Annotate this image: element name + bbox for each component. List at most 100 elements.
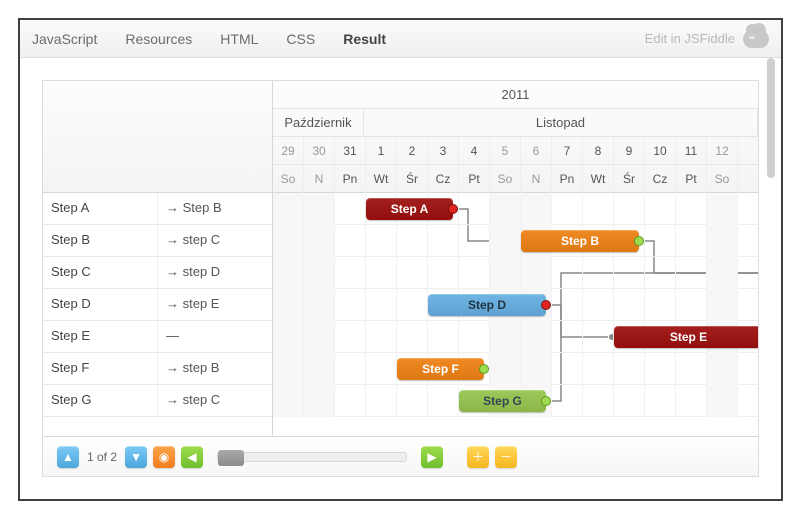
tab-html[interactable]: HTML bbox=[220, 31, 258, 47]
task-row[interactable]: Step A→ Step B bbox=[43, 193, 272, 225]
header-day: 3 bbox=[428, 137, 459, 164]
timeline-slider[interactable] bbox=[217, 452, 407, 462]
timeline-row bbox=[273, 193, 758, 225]
page-down-button[interactable]: ▼ bbox=[125, 446, 147, 468]
task-row[interactable]: Step D→ step E bbox=[43, 289, 272, 321]
task-row[interactable]: Step E— bbox=[43, 321, 272, 353]
task-name: Step B bbox=[43, 225, 158, 256]
task-next: → step E bbox=[158, 289, 272, 320]
task-next: → step D bbox=[158, 257, 272, 288]
header-day: 2 bbox=[397, 137, 428, 164]
task-row[interactable]: Step G→ step C bbox=[43, 385, 272, 417]
result-canvas: Step A→ Step BStep B→ step CStep C→ step… bbox=[42, 80, 759, 477]
gantt-chart: Step A→ Step BStep B→ step CStep C→ step… bbox=[43, 81, 758, 476]
header-day: 7 bbox=[552, 137, 583, 164]
page-up-button[interactable]: ▲ bbox=[57, 446, 79, 468]
task-next: → step C bbox=[158, 385, 272, 416]
gantt-bar[interactable]: Step G bbox=[459, 390, 546, 412]
header-dow: N bbox=[521, 165, 552, 193]
header-dow: Pn bbox=[552, 165, 583, 193]
scroll-left-button[interactable]: ◀ bbox=[181, 446, 203, 468]
header-dows: SoNPnWtŚrCzPtSoNPnWtŚrCzPtSo bbox=[273, 165, 758, 193]
header-dow: Cz bbox=[645, 165, 676, 193]
timeline-row bbox=[273, 353, 758, 385]
timeline-row bbox=[273, 257, 758, 289]
bar-end-handle[interactable] bbox=[448, 204, 458, 214]
task-next: — bbox=[158, 321, 272, 352]
gantt-toolbar: ▲ 1 of 2 ▼ ◉ ◀ ▶ ＋ － bbox=[43, 436, 758, 476]
header-day: 8 bbox=[583, 137, 614, 164]
header-day: 11 bbox=[676, 137, 707, 164]
task-next: → step B bbox=[158, 353, 272, 384]
gantt-left-column: Step A→ Step BStep B→ step CStep C→ step… bbox=[43, 81, 273, 436]
gantt-timeline-header: 2011 PaździernikListopad 293031123456789… bbox=[273, 81, 758, 193]
gantt-bar[interactable]: Step D bbox=[428, 294, 546, 316]
tab-javascript[interactable]: JavaScript bbox=[32, 31, 97, 47]
header-day: 12 bbox=[707, 137, 738, 164]
header-day: 10 bbox=[645, 137, 676, 164]
bar-end-handle[interactable] bbox=[634, 236, 644, 246]
task-name: Step A bbox=[43, 193, 158, 224]
header-day: 9 bbox=[614, 137, 645, 164]
header-dow: Pt bbox=[676, 165, 707, 193]
gantt-body: Step A Step B Step D Step E Step F Step G bbox=[273, 193, 758, 417]
header-day: 30 bbox=[304, 137, 335, 164]
cloud-icon[interactable]: ∞ bbox=[743, 30, 769, 48]
bar-end-handle[interactable] bbox=[479, 364, 489, 374]
bar-end-handle[interactable] bbox=[541, 300, 551, 310]
task-row[interactable]: Step C→ step D bbox=[43, 257, 272, 289]
task-name: Step G bbox=[43, 385, 158, 416]
gantt-bar[interactable]: Step F bbox=[397, 358, 484, 380]
header-dow: So bbox=[273, 165, 304, 193]
header-dow: Pt bbox=[459, 165, 490, 193]
header-day: 29 bbox=[273, 137, 304, 164]
task-name: Step C bbox=[43, 257, 158, 288]
gantt-bar[interactable]: Step B bbox=[521, 230, 639, 252]
header-day: 1 bbox=[366, 137, 397, 164]
header-day: 5 bbox=[490, 137, 521, 164]
timeline-slider-thumb[interactable] bbox=[218, 450, 244, 466]
header-dow: Pn bbox=[335, 165, 366, 193]
header-dow: Wt bbox=[583, 165, 614, 193]
timeline-row bbox=[273, 225, 758, 257]
task-name: Step F bbox=[43, 353, 158, 384]
pager-text: 1 of 2 bbox=[87, 450, 117, 464]
header-dow: Śr bbox=[397, 165, 428, 193]
refresh-button[interactable]: ◉ bbox=[153, 446, 175, 468]
header-dow: Wt bbox=[366, 165, 397, 193]
header-dow: Cz bbox=[428, 165, 459, 193]
bar-end-handle[interactable] bbox=[541, 396, 551, 406]
header-year: 2011 bbox=[273, 81, 758, 109]
edit-in-jsfiddle-link[interactable]: Edit in JSFiddle bbox=[645, 31, 735, 46]
task-row[interactable]: Step B→ step C bbox=[43, 225, 272, 257]
header-month: Listopad bbox=[364, 109, 758, 136]
tab-css[interactable]: CSS bbox=[286, 31, 315, 47]
zoom-out-button[interactable]: － bbox=[495, 446, 517, 468]
header-dow: So bbox=[490, 165, 521, 193]
page-scrollbar-thumb[interactable] bbox=[767, 58, 775, 178]
header-dow: N bbox=[304, 165, 335, 193]
task-row[interactable]: Step F→ step B bbox=[43, 353, 272, 385]
header-day: 31 bbox=[335, 137, 366, 164]
task-name: Step D bbox=[43, 289, 158, 320]
header-days: 293031123456789101112 bbox=[273, 137, 758, 165]
gantt-right-column: 2011 PaździernikListopad 293031123456789… bbox=[273, 81, 758, 436]
header-day: 6 bbox=[521, 137, 552, 164]
tab-result[interactable]: Result bbox=[343, 31, 386, 47]
gantt-bar[interactable]: Step A bbox=[366, 198, 453, 220]
header-month: Październik bbox=[273, 109, 364, 136]
app-frame: JavaScript Resources HTML CSS Result Edit in… bbox=[18, 18, 783, 501]
task-next: → step C bbox=[158, 225, 272, 256]
tab-resources[interactable]: Resources bbox=[125, 31, 192, 47]
task-name: Step E bbox=[43, 321, 158, 352]
header-months: PaździernikListopad bbox=[273, 109, 758, 137]
gantt-bar[interactable]: Step E bbox=[614, 326, 758, 348]
header-dow: Śr bbox=[614, 165, 645, 193]
header-day: 4 bbox=[459, 137, 490, 164]
zoom-in-button[interactable]: ＋ bbox=[467, 446, 489, 468]
header-dow: So bbox=[707, 165, 738, 193]
tab-bar: JavaScript Resources HTML CSS Result Edit in… bbox=[20, 20, 781, 58]
gantt-left-header bbox=[43, 81, 272, 193]
scroll-right-button[interactable]: ▶ bbox=[421, 446, 443, 468]
task-next: → Step B bbox=[158, 193, 272, 224]
